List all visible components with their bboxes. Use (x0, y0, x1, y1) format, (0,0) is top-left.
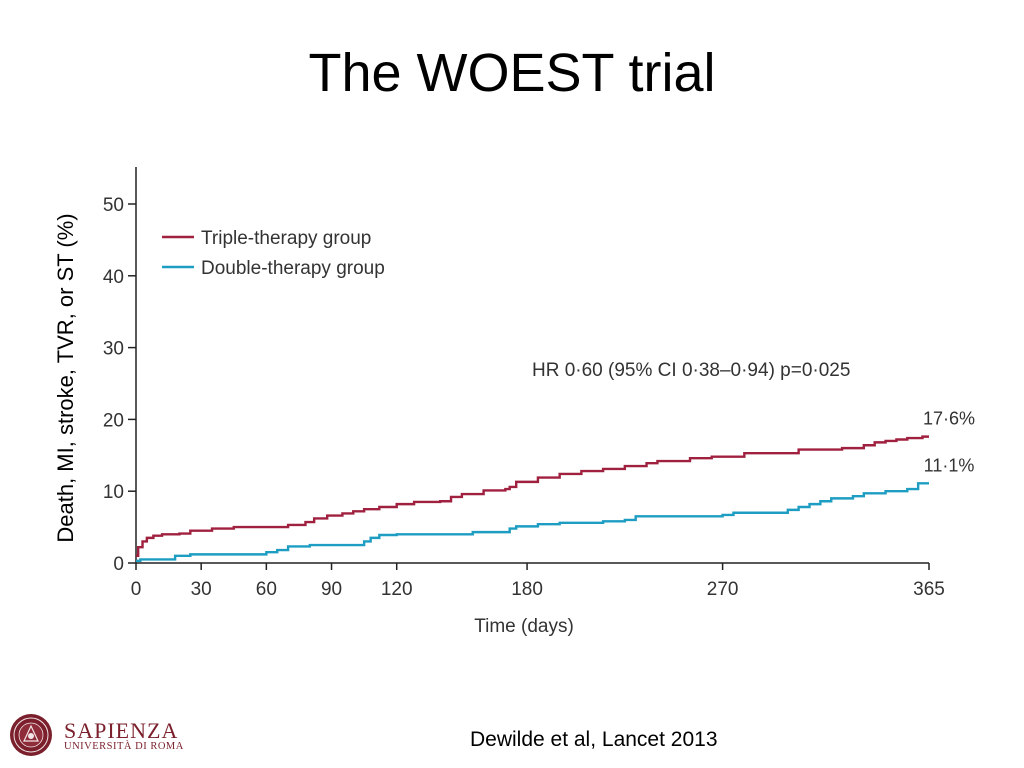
chart-labels: 17·6% 11·1% HR 0·60 (95% CI 0·38–0·94) p=0… (532, 360, 975, 475)
x-tick-label: 0 (131, 579, 142, 600)
end-label: 11·1% (924, 455, 975, 475)
legend-label: Triple-therapy group (201, 228, 371, 249)
chart-legend: Triple-therapy group Double-therapy group (162, 228, 385, 279)
y-tick-label: 50 (103, 195, 124, 216)
x-tick-label: 90 (321, 579, 342, 600)
end-label: 17·6% (923, 409, 975, 429)
legend-label: Double-therapy group (201, 258, 385, 279)
hazard-ratio-annotation: HR 0·60 (95% CI 0·38–0·94) p=0·025 (532, 360, 850, 381)
x-tick-label: 30 (191, 579, 212, 600)
curve-double-therapy (136, 482, 929, 563)
logo-wordmark: SAPIENZA (64, 718, 179, 743)
x-tick-label: 365 (913, 579, 945, 600)
slide-title: The WOEST trial (308, 43, 716, 103)
km-chart: 0 10 20 30 40 50 0 30 60 90 120 180 270 365 Time (days… (103, 167, 975, 637)
sapienza-logo: SAPIENZA UNIVERSITÀ DI ROMA (8, 710, 188, 758)
logo-subtitle: UNIVERSITÀ DI ROMA (64, 741, 184, 752)
seal-icon (10, 714, 52, 756)
x-tick-label: 180 (511, 579, 543, 600)
y-tick-label: 0 (113, 554, 124, 575)
y-tick-label: 20 (103, 410, 124, 431)
x-tick-label: 120 (381, 579, 413, 600)
x-axis-title: Time (days) (474, 616, 574, 637)
y-tick-label: 40 (103, 267, 124, 288)
x-tick-label: 270 (707, 579, 739, 600)
chart-axes: 0 10 20 30 40 50 0 30 60 90 120 180 270 365 Time (days… (103, 167, 945, 637)
curve-triple-therapy (136, 435, 929, 558)
y-tick-label: 30 (103, 339, 124, 360)
y-tick-label: 10 (103, 482, 124, 503)
x-tick-label: 60 (256, 579, 277, 600)
citation: Dewilde et al, Lancet 2013 (470, 728, 718, 751)
chart-curves (136, 435, 929, 563)
